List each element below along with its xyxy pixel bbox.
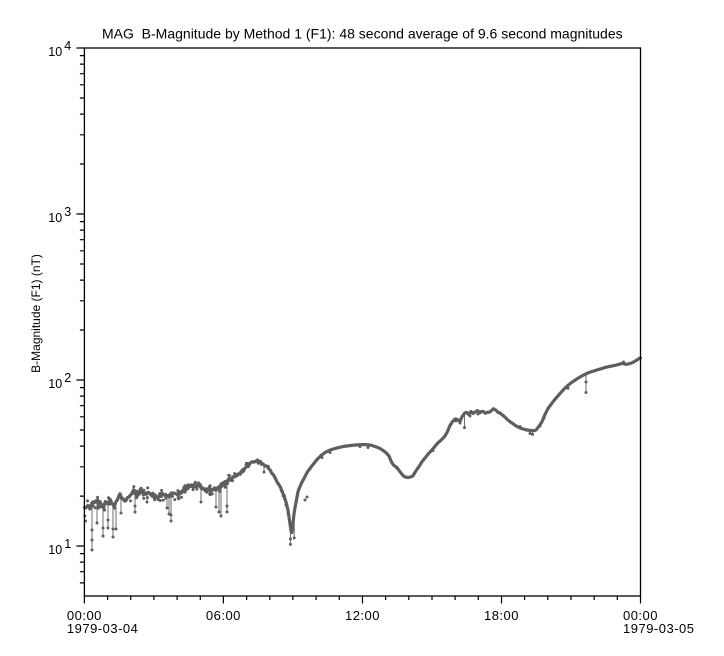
svg-text:4: 4 [64,39,71,53]
svg-text:3: 3 [64,205,71,219]
svg-text:2: 2 [64,371,71,385]
svg-text:10: 10 [48,543,62,557]
svg-text:1: 1 [64,537,71,551]
svg-text:1979-03-05: 1979-03-05 [623,621,695,636]
svg-text:10: 10 [48,211,62,225]
svg-text:1979-03-04: 1979-03-04 [67,621,138,636]
svg-text:MAG B-Magnitude by Method 1 (: MAG B-Magnitude by Method 1 (F1): 48 sec… [102,26,623,42]
svg-text:12:00: 12:00 [345,608,380,623]
svg-text:06:00: 06:00 [206,608,241,623]
svg-text:10: 10 [48,45,62,59]
svg-text:00:00: 00:00 [67,608,102,623]
svg-text:00:00: 00:00 [623,608,658,623]
svg-text:18:00: 18:00 [484,608,519,623]
svg-text:B-Magnitude (F1) (nT): B-Magnitude (F1) (nT) [29,254,43,373]
svg-text:10: 10 [48,377,62,391]
